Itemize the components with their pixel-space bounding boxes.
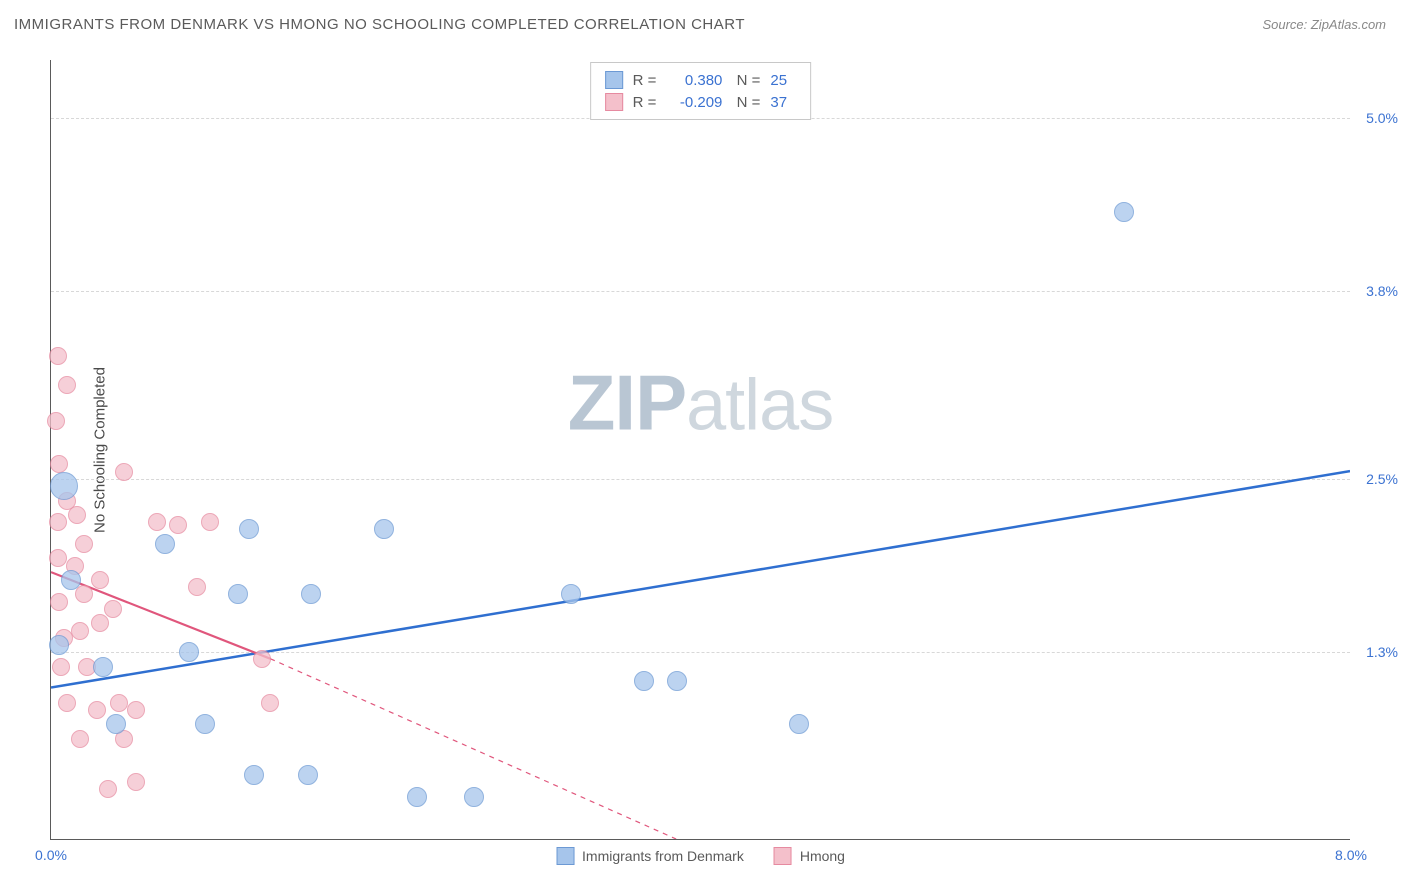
scatter-point-pink <box>261 694 279 712</box>
scatter-point-pink <box>127 773 145 791</box>
scatter-point-pink <box>47 412 65 430</box>
swatch-blue <box>605 71 623 89</box>
r-value-blue: 0.380 <box>666 72 722 89</box>
scatter-point-pink <box>91 571 109 589</box>
n-value-pink: 37 <box>770 94 796 111</box>
scatter-point-pink <box>169 516 187 534</box>
y-tick-label: 2.5% <box>1366 471 1398 487</box>
scatter-point-pink <box>50 593 68 611</box>
scatter-point-pink <box>91 614 109 632</box>
n-label: N = <box>732 72 760 89</box>
scatter-point-blue <box>155 534 175 554</box>
scatter-point-pink <box>49 549 67 567</box>
scatter-point-pink <box>58 376 76 394</box>
watermark-bold: ZIP <box>568 358 686 446</box>
scatter-point-pink <box>68 506 86 524</box>
scatter-point-pink <box>71 730 89 748</box>
x-tick-label: 8.0% <box>1335 847 1367 863</box>
chart-header: IMMIGRANTS FROM DENMARK VS HMONG NO SCHO… <box>0 0 1406 40</box>
scatter-point-blue <box>634 671 654 691</box>
watermark: ZIPatlas <box>568 357 833 448</box>
swatch-pink <box>774 847 792 865</box>
scatter-point-blue <box>93 657 113 677</box>
trend-line <box>51 471 1350 687</box>
r-label: R = <box>633 94 657 111</box>
chart-title: IMMIGRANTS FROM DENMARK VS HMONG NO SCHO… <box>14 16 745 33</box>
scatter-point-blue <box>106 714 126 734</box>
scatter-point-blue <box>301 584 321 604</box>
scatter-point-blue <box>61 570 81 590</box>
scatter-point-blue <box>1114 202 1134 222</box>
scatter-point-pink <box>75 585 93 603</box>
n-label: N = <box>732 94 760 111</box>
scatter-point-pink <box>50 455 68 473</box>
watermark-rest: atlas <box>686 365 833 445</box>
source-attribution: Source: ZipAtlas.com <box>1262 17 1386 32</box>
legend-label-blue: Immigrants from Denmark <box>582 848 744 864</box>
scatter-point-pink <box>201 513 219 531</box>
scatter-point-blue <box>667 671 687 691</box>
scatter-point-blue <box>239 519 259 539</box>
scatter-point-pink <box>49 513 67 531</box>
scatter-point-blue <box>195 714 215 734</box>
scatter-point-blue <box>244 765 264 785</box>
scatter-point-blue <box>789 714 809 734</box>
scatter-point-pink <box>88 701 106 719</box>
legend-item-blue: Immigrants from Denmark <box>556 847 744 865</box>
trend-line <box>270 659 676 839</box>
correlation-legend: R = 0.380 N = 25 R = -0.209 N = 37 <box>590 62 812 120</box>
x-tick-label: 0.0% <box>35 847 67 863</box>
gridline <box>51 652 1350 653</box>
scatter-point-pink <box>253 650 271 668</box>
scatter-point-pink <box>104 600 122 618</box>
scatter-point-pink <box>75 535 93 553</box>
scatter-point-pink <box>99 780 117 798</box>
y-tick-label: 5.0% <box>1366 110 1398 126</box>
scatter-point-pink <box>49 347 67 365</box>
scatter-point-blue <box>50 472 78 500</box>
trend-lines-svg <box>51 60 1350 839</box>
swatch-blue <box>556 847 574 865</box>
correlation-row-pink: R = -0.209 N = 37 <box>605 91 797 113</box>
scatter-point-blue <box>298 765 318 785</box>
y-axis-label: No Schooling Completed <box>91 367 108 533</box>
gridline <box>51 291 1350 292</box>
series-legend: Immigrants from Denmark Hmong <box>556 847 845 865</box>
scatter-point-blue <box>374 519 394 539</box>
r-value-pink: -0.209 <box>666 94 722 111</box>
scatter-point-pink <box>52 658 70 676</box>
y-tick-label: 3.8% <box>1366 283 1398 299</box>
scatter-point-blue <box>179 642 199 662</box>
scatter-point-pink <box>127 701 145 719</box>
scatter-point-pink <box>148 513 166 531</box>
scatter-point-blue <box>561 584 581 604</box>
y-tick-label: 1.3% <box>1366 644 1398 660</box>
scatter-point-pink <box>71 622 89 640</box>
scatter-point-blue <box>464 787 484 807</box>
legend-label-pink: Hmong <box>800 848 845 864</box>
scatter-point-pink <box>58 694 76 712</box>
swatch-pink <box>605 93 623 111</box>
gridline <box>51 479 1350 480</box>
scatter-point-pink <box>188 578 206 596</box>
correlation-row-blue: R = 0.380 N = 25 <box>605 69 797 91</box>
scatter-point-blue <box>49 635 69 655</box>
legend-item-pink: Hmong <box>774 847 845 865</box>
scatter-point-blue <box>228 584 248 604</box>
n-value-blue: 25 <box>770 72 796 89</box>
scatter-point-pink <box>115 463 133 481</box>
plot-area: ZIPatlas No Schooling Completed R = 0.38… <box>50 60 1350 840</box>
scatter-point-blue <box>407 787 427 807</box>
r-label: R = <box>633 72 657 89</box>
